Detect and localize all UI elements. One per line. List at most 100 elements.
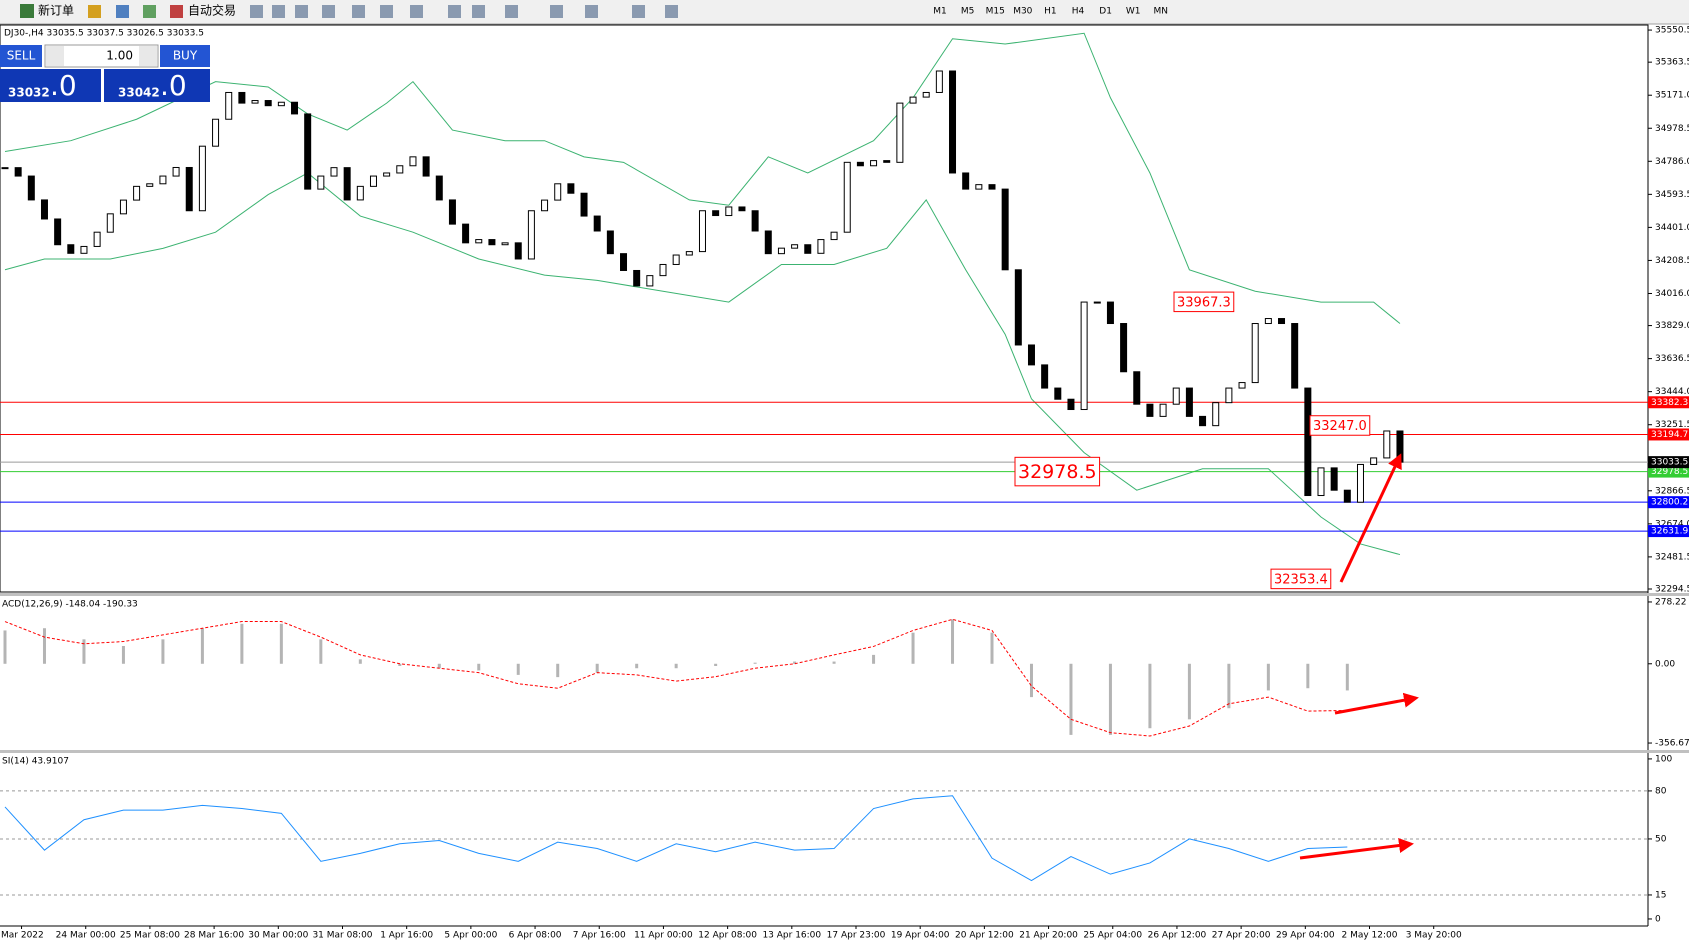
ask-box[interactable] <box>104 69 210 102</box>
level-label: 32978.5 <box>1651 467 1688 477</box>
lot-field[interactable] <box>44 44 159 68</box>
trade-panel: SELL 1.00 BUY 33032 .0 33042 .0 <box>0 44 210 102</box>
macd-bar <box>1069 663 1073 735</box>
macd-signal <box>4 618 1348 737</box>
level-tag <box>1648 465 1689 478</box>
tool-icon[interactable] <box>472 5 485 18</box>
candle <box>554 183 562 201</box>
candle <box>725 206 733 217</box>
bid-pips[interactable]: .0 <box>50 69 77 102</box>
candle <box>672 254 680 265</box>
auto-trading-button[interactable]: 自动交易 <box>188 3 236 18</box>
timeframe-button[interactable]: MN <box>1154 7 1169 17</box>
ask-price[interactable]: 33042 <box>118 86 160 100</box>
macd-bar <box>595 663 599 673</box>
candle <box>659 263 667 277</box>
timeframe-button[interactable]: M1 <box>933 7 947 17</box>
y-tick-label: 34401.0 <box>1655 223 1689 233</box>
tool-icon[interactable] <box>380 5 393 18</box>
candle <box>238 91 246 104</box>
tool-icon[interactable] <box>410 5 423 18</box>
candle <box>277 101 285 107</box>
timeframe-button[interactable]: D1 <box>1099 7 1112 17</box>
tool-icon[interactable] <box>272 5 285 18</box>
x-tick-label: 30 Mar 00:00 <box>248 931 308 941</box>
tool-icon[interactable] <box>632 5 645 18</box>
timeframe-button[interactable]: M5 <box>961 7 975 17</box>
trend-arrow <box>1334 692 1419 715</box>
candle <box>817 239 825 254</box>
candle <box>777 247 785 255</box>
level-label: 32800.2 <box>1651 498 1688 508</box>
bid-price[interactable]: 33032 <box>8 86 50 100</box>
candle <box>422 156 430 177</box>
buy-label[interactable]: BUY <box>173 49 198 63</box>
candle <box>830 231 838 241</box>
tool-icon[interactable] <box>322 5 335 18</box>
candle <box>1159 403 1167 417</box>
new-order-button[interactable]: 新订单 <box>38 3 74 18</box>
macd-bar <box>635 663 639 669</box>
macd-bar <box>556 663 560 678</box>
buy-button[interactable] <box>160 45 210 67</box>
macd-bar <box>1029 663 1033 698</box>
tool-icon[interactable] <box>448 5 461 18</box>
candle <box>1146 403 1154 417</box>
new-order-icon[interactable] <box>20 4 34 18</box>
candle <box>922 91 930 98</box>
tool-icon[interactable] <box>88 5 101 18</box>
timeframe-button[interactable]: H4 <box>1072 7 1085 17</box>
tool-icon[interactable] <box>665 5 678 18</box>
macd-bar <box>121 646 125 664</box>
current-price-label: 33033.5 <box>1651 458 1688 468</box>
sell-label[interactable]: SELL <box>7 49 36 63</box>
candle <box>870 160 878 167</box>
candle <box>1343 489 1351 503</box>
candle <box>883 160 891 163</box>
candle <box>856 161 864 167</box>
candle <box>1041 364 1049 389</box>
candle <box>1120 323 1128 373</box>
y-tick-label: 33444.0 <box>1655 387 1689 397</box>
macd-bar <box>200 628 204 664</box>
tool-icon[interactable] <box>295 5 308 18</box>
x-tick-label: 20 Apr 12:00 <box>955 931 1014 941</box>
ask-pips[interactable]: .0 <box>160 69 187 102</box>
y-tick-label: 33251.5 <box>1655 420 1689 430</box>
candle <box>1251 323 1259 384</box>
tool-icon[interactable] <box>550 5 563 18</box>
timeframe-button[interactable]: M30 <box>1013 7 1032 17</box>
tool-icon[interactable] <box>250 5 263 18</box>
price-chart <box>0 24 1649 593</box>
timeframe-button[interactable]: H1 <box>1044 7 1057 17</box>
annotation-box <box>1173 291 1235 313</box>
tool-icon[interactable] <box>143 5 156 18</box>
sell-button[interactable] <box>0 45 42 67</box>
x-tick-label: 27 Apr 20:00 <box>1212 931 1271 941</box>
x-tick-label: 31 Mar 08:00 <box>312 931 372 941</box>
timeframe-button[interactable]: M15 <box>986 7 1005 17</box>
tool-icon[interactable] <box>585 5 598 18</box>
macd-bar <box>1345 663 1349 691</box>
x-tick-label: Mar 2022 <box>1 931 44 941</box>
tool-icon[interactable] <box>116 5 129 18</box>
candle <box>1080 301 1088 411</box>
bid-box[interactable] <box>0 69 101 102</box>
y-tick-label: -356.67 <box>1655 739 1689 749</box>
timeframe-bar: M1 M5 M15 M30 H1 H4 D1 W1 MN <box>250 5 1168 18</box>
candle <box>119 199 127 215</box>
x-tick-label: 12 Apr 08:00 <box>698 931 757 941</box>
lot-up[interactable] <box>139 46 157 66</box>
tool-icon[interactable] <box>352 5 365 18</box>
tool-icon[interactable] <box>505 5 518 18</box>
candle <box>14 167 22 177</box>
level-label: 33194.7 <box>1651 430 1688 440</box>
y-tick-label: 34208.5 <box>1655 256 1689 266</box>
macd-bar <box>3 630 7 664</box>
candle <box>475 239 483 244</box>
auto-trading-icon[interactable] <box>170 5 183 18</box>
lot-down[interactable] <box>46 46 64 66</box>
candle <box>698 210 706 253</box>
lot-value[interactable]: 1.00 <box>106 49 133 63</box>
timeframe-button[interactable]: W1 <box>1126 7 1141 17</box>
